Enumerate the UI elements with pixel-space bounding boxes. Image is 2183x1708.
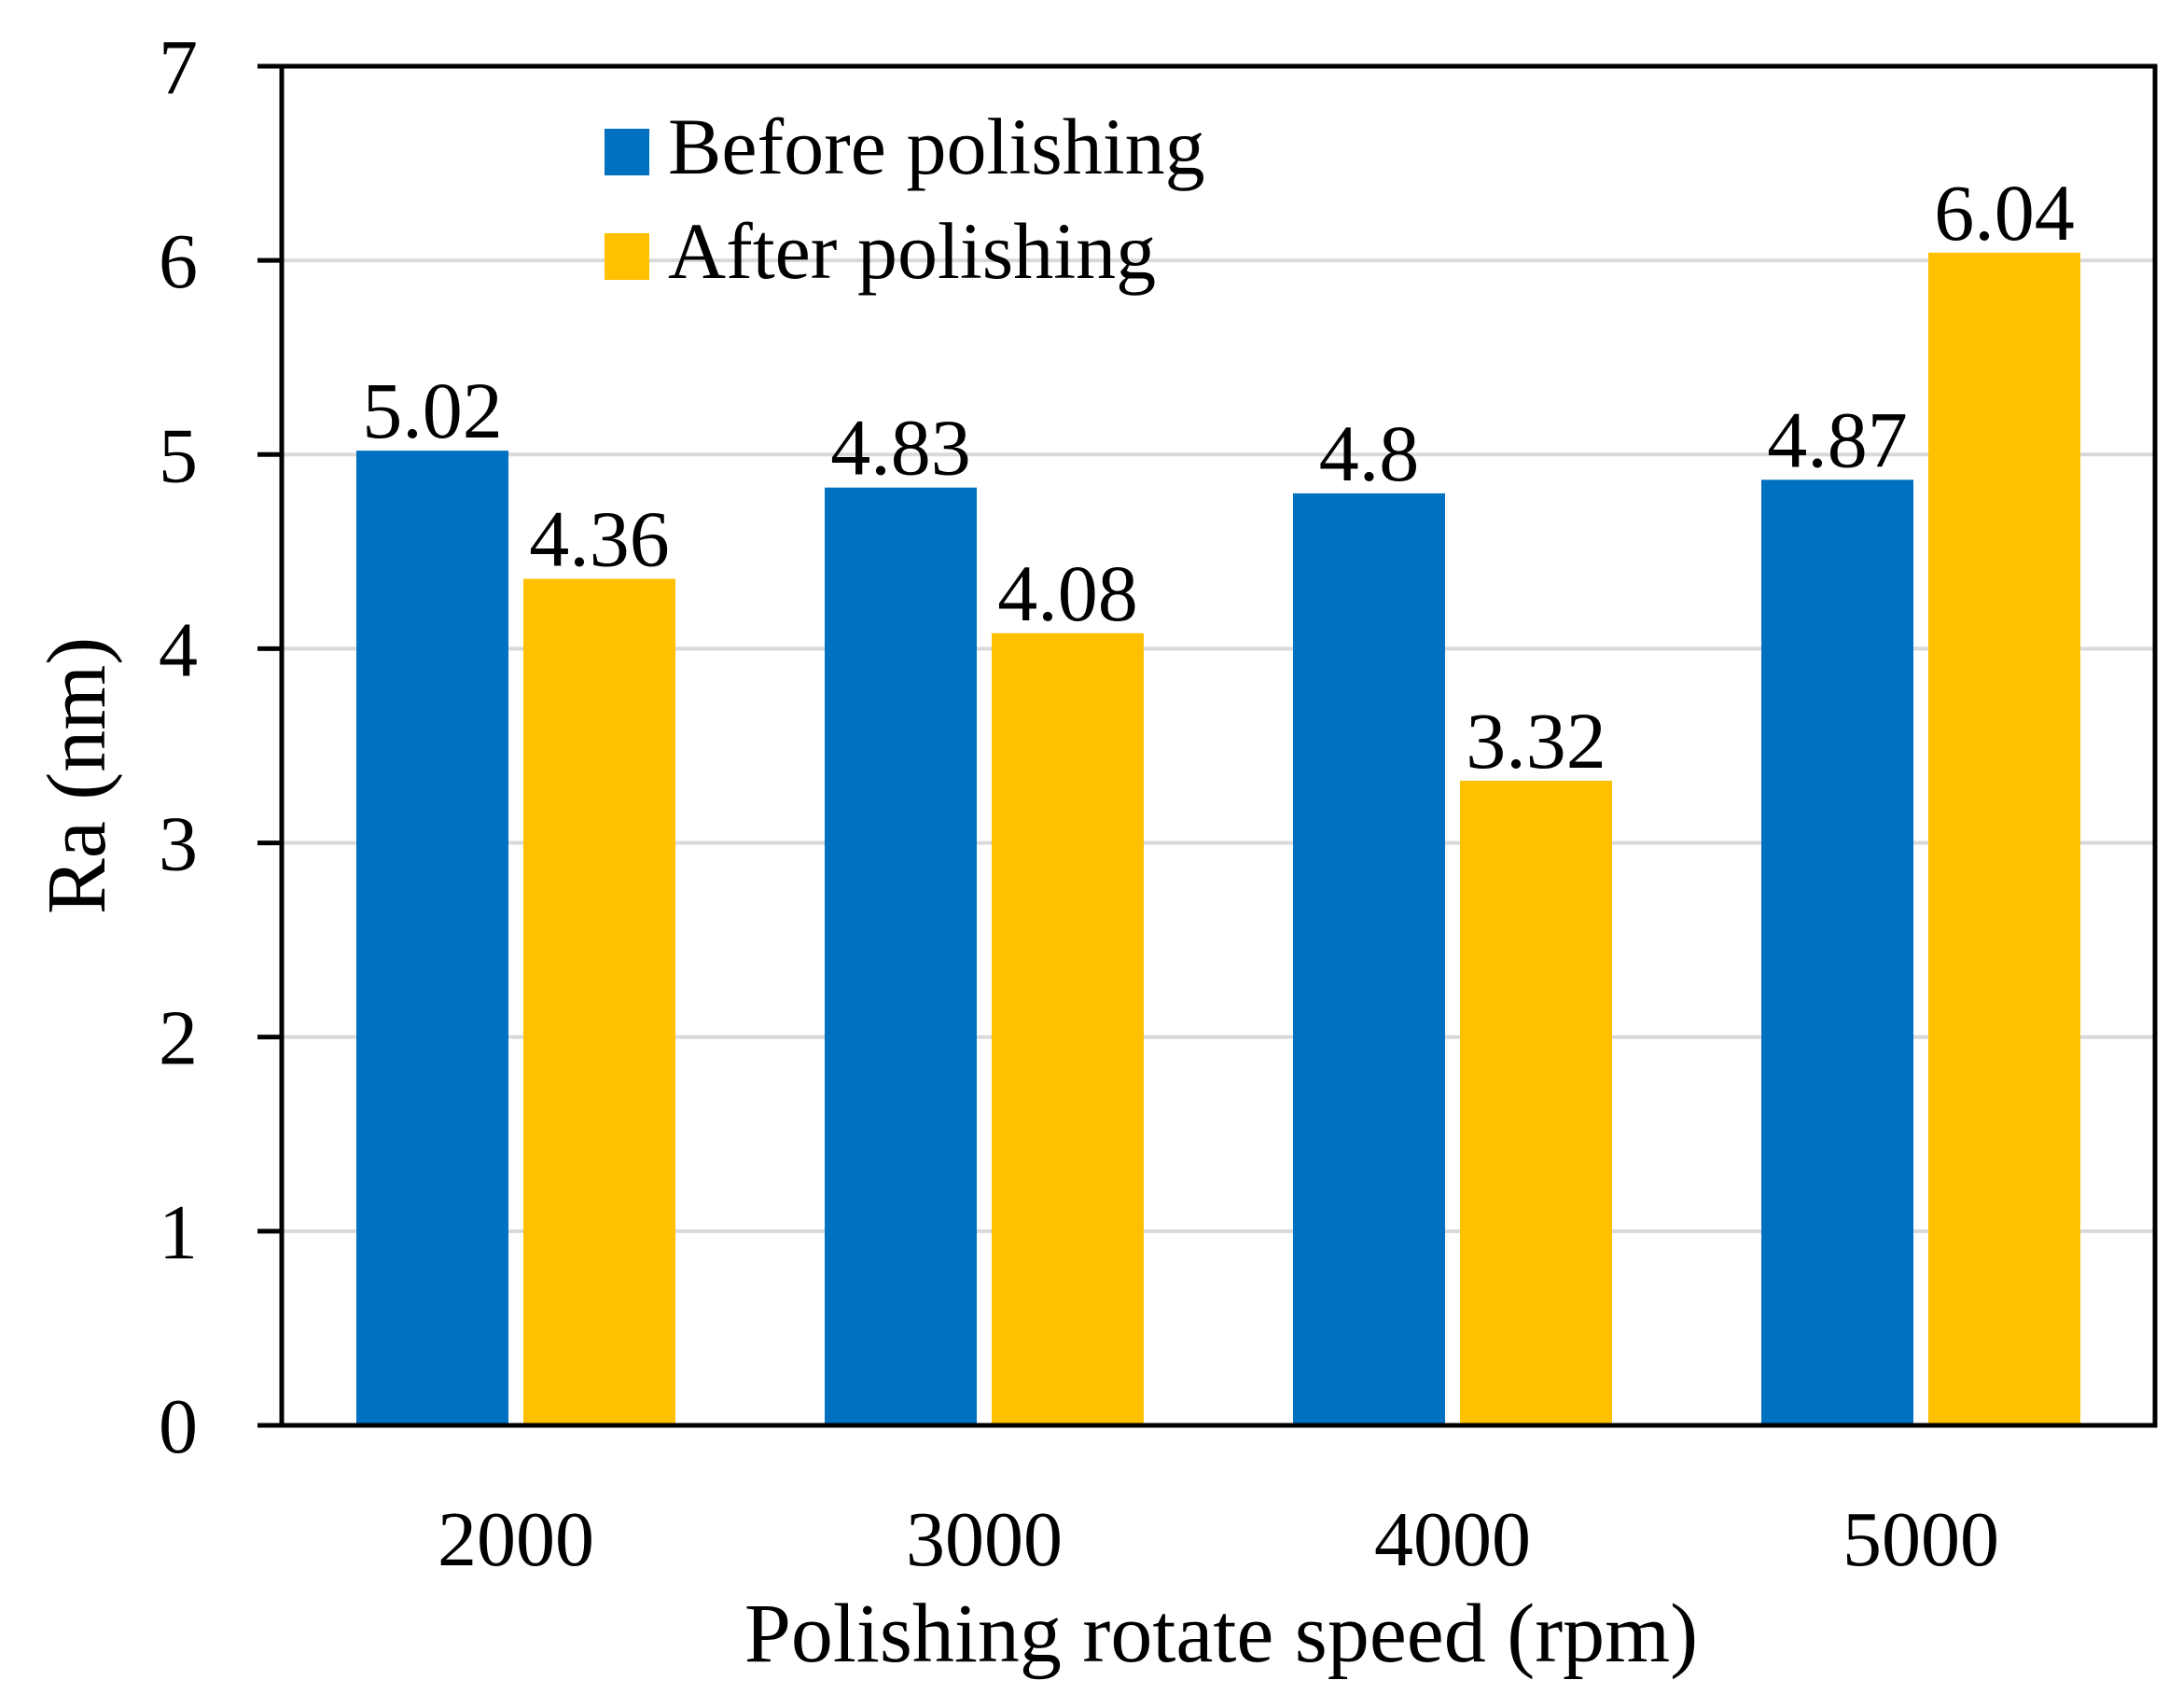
data-label: 5.02 (362, 366, 503, 455)
bar-before-3000 (825, 487, 977, 1425)
bars (356, 252, 2080, 1426)
y-tick-label: 5 (159, 412, 198, 499)
legend-label: After polishing (668, 206, 1156, 296)
x-tick-label: 4000 (1374, 1496, 1531, 1583)
data-label: 6.04 (1934, 168, 2075, 257)
y-tick-label: 7 (159, 24, 198, 111)
data-label: 4.36 (529, 493, 670, 583)
data-label: 4.83 (830, 403, 971, 493)
y-tick-label: 2 (159, 995, 198, 1082)
y-tick-label: 1 (159, 1189, 198, 1276)
bar-before-4000 (1293, 493, 1445, 1425)
x-tick-label: 2000 (438, 1496, 594, 1583)
legend-label: Before polishing (668, 102, 1205, 191)
legend: Before polishing After polishing (605, 102, 1205, 296)
legend-swatch-after (605, 233, 649, 280)
bar-after-4000 (1460, 780, 1612, 1425)
bar-after-3000 (992, 632, 1144, 1425)
plot-area-border (279, 63, 2158, 1428)
bar-after-2000 (523, 578, 675, 1425)
x-axis-title: Polishing rotate speed (rpm) (744, 1588, 1698, 1680)
legend-swatch-before (605, 129, 649, 175)
data-label: 4.08 (997, 549, 1138, 638)
y-tick-label: 3 (159, 801, 198, 888)
y-tick-label: 6 (159, 218, 198, 305)
y-axis-title: Ra (nm) (31, 637, 123, 914)
bar-before-2000 (356, 451, 508, 1426)
x-axis-ticks: 2000 3000 4000 5000 (438, 1496, 1999, 1583)
y-tick-label: 0 (159, 1383, 198, 1470)
x-tick-label: 3000 (906, 1496, 1063, 1583)
bar-after-5000 (1928, 252, 2080, 1425)
x-tick-label: 5000 (1842, 1496, 1999, 1583)
y-tick-label: 4 (159, 606, 198, 693)
data-label: 3.32 (1466, 696, 1606, 785)
bar-before-5000 (1761, 479, 1913, 1425)
y-axis-ticks: 0 1 2 3 4 5 6 7 (159, 24, 282, 1470)
data-label: 4.8 (1319, 409, 1420, 498)
data-labels: 5.02 4.36 4.83 4.08 4.8 3.32 4.87 6.04 (362, 168, 2075, 785)
data-label: 4.87 (1767, 395, 1908, 484)
